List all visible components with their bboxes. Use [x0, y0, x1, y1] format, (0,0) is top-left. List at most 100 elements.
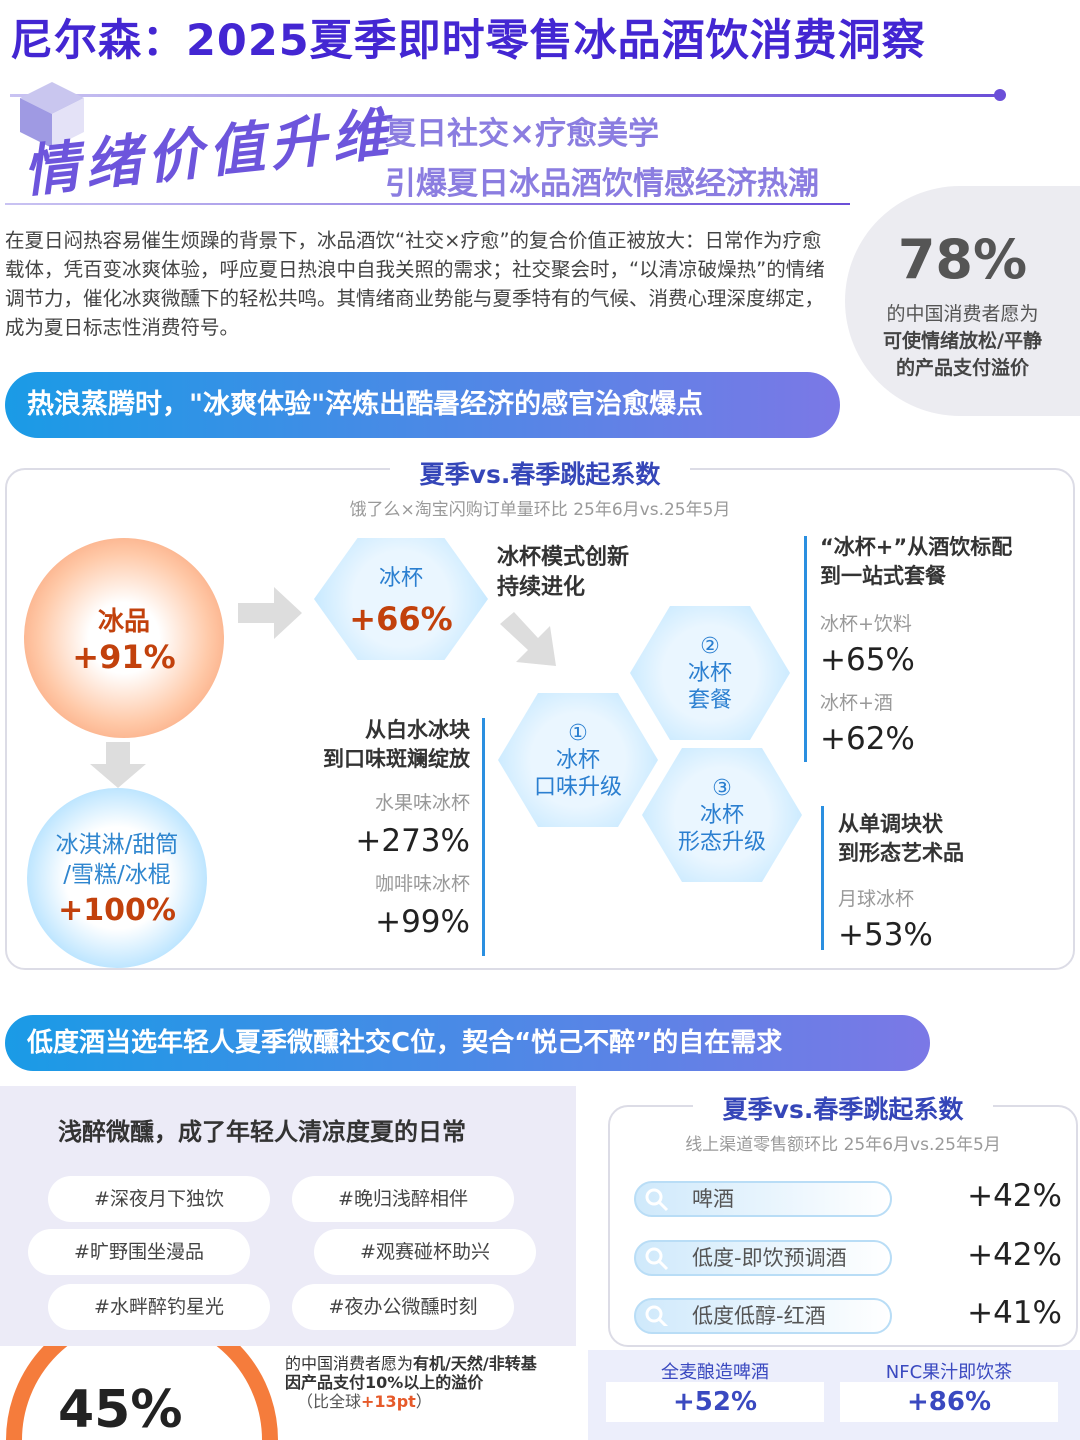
- icecream-value: +100%: [58, 893, 176, 928]
- divider: [5, 203, 850, 205]
- tag: #水畔醉钓星光: [48, 1284, 270, 1330]
- icecream-label: /雪糕/冰棍: [63, 862, 171, 888]
- stat-note-part: ）: [415, 1392, 432, 1411]
- divider-dot: [994, 89, 1006, 101]
- hex-text: 冰杯: [555, 747, 600, 773]
- item-value: +65%: [820, 642, 915, 678]
- page-title: 尼尔森：2025夏季即时零售冰品酒饮消费洞察: [10, 16, 926, 66]
- cup-label: 冰杯: [378, 566, 423, 591]
- group-heading-line: “冰杯+”从酒饮标配: [820, 535, 1013, 559]
- panel-head: 夏季vs.春季跳起系数: [608, 1090, 1078, 1126]
- hero-line: 引爆夏日冰品酒饮情感经济热潮: [385, 166, 819, 202]
- group-heading-line: 到口味斑斓绽放: [323, 747, 470, 771]
- hex-text: 冰杯: [687, 660, 732, 686]
- box-value: +52%: [606, 1382, 824, 1422]
- item-label: 冰杯+酒: [820, 692, 893, 714]
- stat-note-part: （比全球: [297, 1392, 362, 1411]
- hex-text: 口味升级: [533, 774, 622, 800]
- item-label: 咖啡味冰杯: [374, 873, 470, 895]
- stat-card: 78% 的中国消费者愿为 可使情绪放松/平静 的产品支付溢价: [845, 186, 1080, 416]
- ice-circle: 冰品 +91%: [24, 538, 224, 738]
- hex-num: ②: [700, 633, 720, 659]
- hex-num: ③: [712, 775, 732, 801]
- stat-note: （比全球+13pt）: [285, 1392, 547, 1411]
- row-value: +42%: [967, 1178, 1062, 1214]
- group-heading: 从白水冰块到口味斑斓绽放: [230, 716, 470, 774]
- group-heading: 从单调块状到形态艺术品: [838, 810, 1068, 868]
- group-heading-line: 从白水冰块: [365, 718, 470, 742]
- item-label: 水果味冰杯: [374, 792, 470, 814]
- item-value: +62%: [820, 721, 915, 757]
- row-label: 低度低醇-红酒: [634, 1298, 892, 1334]
- hex: ③ 冰杯 形态升级: [642, 748, 802, 882]
- group-heading-line: 从单调块状: [838, 812, 943, 836]
- divider: [10, 94, 1000, 97]
- arrow: [238, 587, 302, 639]
- group-heading-line: 到一站式套餐: [820, 564, 946, 588]
- group-heading: “冰杯+”从酒饮标配 到一站式套餐: [820, 533, 1075, 591]
- stat-note-strong: +13pt: [361, 1392, 416, 1411]
- item-value: +99%: [375, 904, 470, 940]
- hex-text: 形态升级: [677, 829, 766, 855]
- hex: ① 冰杯 口味升级: [498, 693, 658, 827]
- cube-icon: [20, 82, 84, 148]
- row-value: +42%: [967, 1237, 1062, 1273]
- stat-text: 可使情绪放松/平静: [883, 330, 1042, 352]
- divider-line: [821, 806, 824, 950]
- hex: ② 冰杯 套餐: [630, 606, 790, 740]
- stat-text-strong: 有机/天然/非转基因产品支付10%以上的溢价: [285, 1354, 537, 1392]
- ice-label: 冰品: [97, 606, 150, 637]
- box-label: NFC果汁即饮茶: [885, 1362, 1013, 1383]
- stat-text: 的产品支付溢价: [895, 357, 1029, 379]
- ice-value: +91%: [72, 637, 176, 676]
- tags-title: 浅醉微醺，成了年轻人清凉度夏的日常: [58, 1118, 466, 1146]
- tag: #夜办公微醺时刻: [292, 1284, 514, 1330]
- tag: #观赛碰杯助兴: [314, 1229, 536, 1275]
- item-value: +53%: [838, 917, 933, 953]
- tag: #晚归浅醉相伴: [292, 1176, 514, 1222]
- group: 从单调块状到形态艺术品 月球冰杯 +53%: [838, 810, 1068, 953]
- panel-title: 夏季vs.春季跳起系数: [692, 1095, 994, 1124]
- stat-text: 的中国消费者愿为有机/天然/非转基因产品支付10%以上的溢价 （比全球+13pt…: [285, 1354, 547, 1411]
- search-icons: [645, 1188, 669, 1326]
- arrow: [500, 612, 556, 666]
- row-value: +41%: [967, 1295, 1062, 1331]
- hex-text: 套餐: [687, 687, 732, 713]
- note-line: 冰杯模式创新: [497, 545, 630, 570]
- tag: #旷野围坐漫品: [28, 1229, 250, 1275]
- item-label: 冰杯+饮料: [820, 613, 912, 635]
- intro-text: 在夏日闷热容易催生烦躁的背景下，冰品酒饮“社交×疗愈”的复合价值正被放大：日常作…: [5, 229, 825, 339]
- panel-title: 夏季vs.春季跳起系数: [389, 460, 691, 489]
- hex-text: 冰杯: [699, 802, 744, 828]
- box-value: +86%: [840, 1382, 1058, 1422]
- section-banner: 热浪蒸腾时，"冰爽体验"淬炼出酷暑经济的感官治愈爆点: [5, 372, 840, 438]
- arrow: [90, 742, 146, 788]
- row-label: 啤酒: [634, 1181, 892, 1217]
- group: “冰杯+”从酒饮标配 到一站式套餐 冰杯+饮料 +65% 冰杯+酒 +62%: [820, 533, 1075, 757]
- note-line: 持续进化: [497, 575, 586, 600]
- tag: #深夜月下独饮: [48, 1176, 270, 1222]
- section-banner: 低度酒当选年轻人夏季微醺社交C位，契合“悦己不醉”的自在需求: [5, 1015, 930, 1071]
- panel-subtitle: 饿了么×淘宝闪购订单量环比 25年6月vs.25年5月: [349, 500, 731, 520]
- hex-num: ①: [568, 720, 588, 746]
- stat-value: 45%: [58, 1380, 183, 1440]
- group: 从白水冰块到口味斑斓绽放 水果味冰杯 +273% 咖啡味冰杯 +99%: [270, 716, 470, 940]
- group-heading-line: 到形态艺术品: [838, 841, 964, 865]
- stat-arc: [6, 1346, 278, 1440]
- note: 冰杯模式创新 持续进化: [497, 543, 629, 603]
- icecream-label: 冰淇淋/甜筒: [55, 832, 179, 858]
- panel-subtitle: 线上渠道零售额环比 25年6月vs.25年5月: [685, 1135, 1001, 1155]
- divider-line: [804, 536, 807, 762]
- icecream-circle: 冰淇淋/甜筒 /雪糕/冰棍 +100%: [27, 788, 207, 968]
- cup-value: +66%: [349, 600, 453, 638]
- item-label: 月球冰杯: [838, 888, 915, 910]
- stat-text: 的中国消费者愿为: [886, 303, 1039, 325]
- divider-line: [482, 718, 485, 956]
- hero-line: 夏日社交×疗愈美学: [385, 116, 659, 152]
- box-label: 全麦酿造啤酒: [661, 1362, 769, 1383]
- item-value: +273%: [355, 823, 470, 859]
- stat-text-part: 的中国消费者愿为: [285, 1354, 414, 1373]
- row-label: 低度-即饮预调酒: [634, 1240, 892, 1276]
- stat-value: 78%: [897, 228, 1028, 291]
